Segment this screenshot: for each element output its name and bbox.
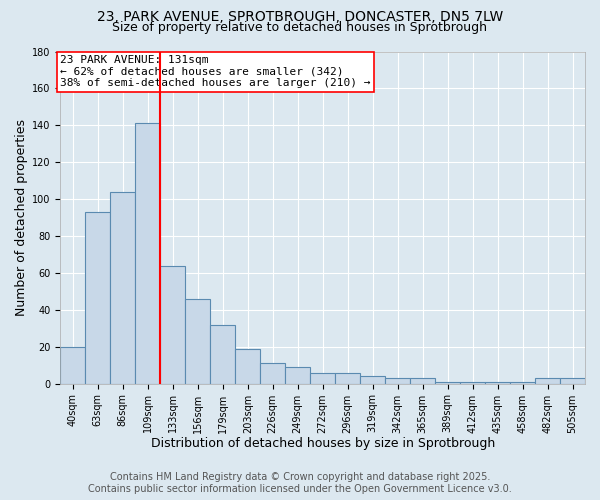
Bar <box>435 382 460 384</box>
Bar <box>185 298 210 384</box>
Bar <box>485 382 510 384</box>
Text: Size of property relative to detached houses in Sprotbrough: Size of property relative to detached ho… <box>113 21 487 34</box>
Bar <box>136 124 160 384</box>
Bar <box>460 382 485 384</box>
Bar <box>310 372 335 384</box>
Bar <box>61 346 85 384</box>
Bar <box>360 376 385 384</box>
Bar <box>410 378 435 384</box>
Bar <box>535 378 560 384</box>
Text: 23 PARK AVENUE: 131sqm
← 62% of detached houses are smaller (342)
38% of semi-de: 23 PARK AVENUE: 131sqm ← 62% of detached… <box>61 55 371 88</box>
Bar <box>235 348 260 384</box>
Bar <box>285 367 310 384</box>
Bar <box>385 378 410 384</box>
Bar <box>260 364 285 384</box>
Bar <box>160 266 185 384</box>
Bar <box>335 372 360 384</box>
Bar <box>110 192 136 384</box>
Text: 23, PARK AVENUE, SPROTBROUGH, DONCASTER, DN5 7LW: 23, PARK AVENUE, SPROTBROUGH, DONCASTER,… <box>97 10 503 24</box>
Bar <box>85 212 110 384</box>
Text: Contains HM Land Registry data © Crown copyright and database right 2025.
Contai: Contains HM Land Registry data © Crown c… <box>88 472 512 494</box>
Bar <box>510 382 535 384</box>
Bar <box>560 378 585 384</box>
X-axis label: Distribution of detached houses by size in Sprotbrough: Distribution of detached houses by size … <box>151 437 495 450</box>
Bar <box>210 324 235 384</box>
Y-axis label: Number of detached properties: Number of detached properties <box>15 119 28 316</box>
